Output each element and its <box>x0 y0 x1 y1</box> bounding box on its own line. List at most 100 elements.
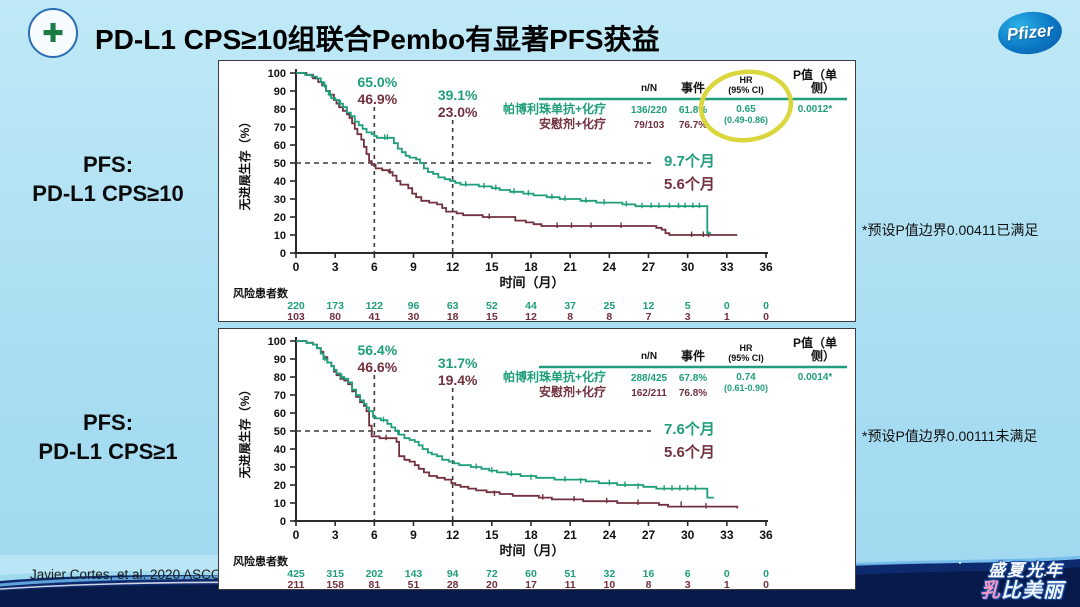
watermark-line2-rest: 比美丽 <box>1001 580 1064 602</box>
stats-hr2: (0.49-0.86) <box>724 115 768 125</box>
left-label-cps1: PFS: PD-L1 CPS≥1 <box>8 408 208 466</box>
x-tick-label: 36 <box>759 528 773 542</box>
watermark-line2: 乳比美丽 <box>980 581 1064 601</box>
stats-nN: 162/211 <box>631 388 667 399</box>
watermark-line2-first: 乳 <box>980 580 1001 602</box>
risk-count-green: 96 <box>408 300 420 312</box>
risk-count-red: 41 <box>368 311 380 321</box>
stats-nN: 136/220 <box>631 105 668 116</box>
citation-reference: Javier Cortes, et al. 2020 ASCO Abstr <box>30 567 256 582</box>
risk-count-green: 202 <box>366 568 384 580</box>
x-tick-label: 12 <box>446 260 460 274</box>
x-tick-label: 9 <box>410 260 417 274</box>
risk-count-green: 0 <box>763 568 769 580</box>
landmark6-red: 46.9% <box>357 91 397 107</box>
stats-events: 67.8% <box>679 373 707 384</box>
risk-count-red: 8 <box>567 311 573 321</box>
x-tick-label: 21 <box>563 260 577 274</box>
risk-count-green: 32 <box>603 568 615 580</box>
risk-count-red: 8 <box>606 311 612 321</box>
y-tick-label: 70 <box>274 122 286 134</box>
left-label-cps1-line1: PFS: <box>82 410 134 435</box>
landmark12-red: 19.4% <box>438 372 478 388</box>
x-tick-label: 0 <box>293 260 300 274</box>
stats-header-p2: 侧） <box>811 348 835 363</box>
stats-events: 61.8% <box>679 105 707 116</box>
km-curve-red <box>296 340 739 509</box>
landmark6-green: 56.4% <box>357 342 397 358</box>
x-tick-label: 30 <box>681 528 695 542</box>
risk-count-green: 51 <box>564 568 576 580</box>
stats-nN: 79/103 <box>634 120 665 131</box>
risk-count-green: 0 <box>763 300 769 312</box>
y-tick-label: 0 <box>280 516 286 528</box>
risk-count-red: 17 <box>525 579 537 589</box>
stats-header-p1: P值（单 <box>793 335 837 350</box>
risk-count-red: 18 <box>447 311 459 321</box>
y-tick-label: 0 <box>280 248 286 260</box>
x-tick-label: 6 <box>371 528 378 542</box>
stats-header-hr1: HR <box>740 75 753 85</box>
x-tick-label: 27 <box>642 528 656 542</box>
y-tick-label: 10 <box>274 230 286 242</box>
y-tick-label: 100 <box>268 336 286 348</box>
risk-count-red: 80 <box>329 311 341 321</box>
x-tick-label: 6 <box>371 260 378 274</box>
x-tick-label: 9 <box>410 528 417 542</box>
km-chart-panel-cps1: 0 10 20 30 40 50 60 70 80 90 100 0 3 6 9 12 15 18 21 24 27 30… <box>218 328 856 591</box>
landmark12-green: 31.7% <box>438 355 478 371</box>
y-tick-label: 80 <box>274 104 286 116</box>
x-tick-label: 3 <box>332 260 339 274</box>
hr-highlight-ellipse <box>698 69 794 143</box>
median-red: 5.6个月 <box>664 175 715 193</box>
x-tick-label: 15 <box>485 260 499 274</box>
y-tick-label: 90 <box>274 86 286 98</box>
median-green: 9.7个月 <box>664 152 715 170</box>
risk-count-green: 63 <box>447 300 459 312</box>
stats-events: 76.8% <box>679 388 707 399</box>
risk-count-red: 1 <box>724 579 730 589</box>
y-tick-label: 20 <box>274 212 286 224</box>
stats-header-nN: n/N <box>641 83 657 94</box>
stats-header-p1: P值（单 <box>793 67 837 82</box>
x-tick-label: 36 <box>759 260 773 274</box>
km-chart-panel-cps10: 0 10 20 30 40 50 60 70 80 90 100 0 3 6 9 12 15 18 21 24 27 30… <box>218 60 856 323</box>
x-tick-label: 18 <box>524 260 538 274</box>
risk-count-green: 60 <box>525 568 537 580</box>
median-red: 5.6个月 <box>664 443 715 461</box>
risk-count-red: 81 <box>368 579 380 589</box>
left-label-cps10-line2: PD-L1 CPS≥10 <box>32 181 184 206</box>
pvalue-note-cps10: *预设P值边界0.00411已满足 <box>862 222 1039 238</box>
stats-header-events: 事件 <box>681 80 705 95</box>
stats-hr1: 0.65 <box>736 104 756 115</box>
risk-count-red: 12 <box>525 311 537 321</box>
risk-count-red: 3 <box>685 579 691 589</box>
km-curve-green <box>296 340 714 499</box>
pvalue-note-cps1: *预设P值边界0.00111未满足 <box>862 428 1038 444</box>
y-tick-label: 30 <box>274 194 286 206</box>
x-tick-label: 27 <box>642 260 656 274</box>
y-tick-label: 30 <box>274 462 286 474</box>
x-tick-label: 30 <box>681 260 695 274</box>
risk-count-green: 94 <box>447 568 459 580</box>
x-tick-label: 15 <box>485 528 499 542</box>
y-tick-label: 100 <box>268 68 286 80</box>
stats-header-hr1: HR <box>740 343 753 353</box>
y-tick-label: 40 <box>274 444 286 456</box>
risk-count-red: 30 <box>408 311 420 321</box>
stats-events: 76.7% <box>679 120 707 131</box>
stats-header-events: 事件 <box>681 348 705 363</box>
stats-header-p2: 侧） <box>811 80 835 95</box>
risk-count-red: 20 <box>486 579 498 589</box>
risk-count-red: 7 <box>646 311 652 321</box>
x-tick-label: 24 <box>603 260 617 274</box>
risk-count-green: 6 <box>685 568 691 580</box>
risk-count-red: 51 <box>408 579 420 589</box>
left-label-cps10: PFS: PD-L1 CPS≥10 <box>8 150 208 208</box>
x-tick-label: 3 <box>332 528 339 542</box>
x-tick-label: 24 <box>603 528 617 542</box>
risk-count-green: 16 <box>643 568 655 580</box>
risk-count-red: 10 <box>603 579 615 589</box>
landmark12-green: 39.1% <box>438 87 478 103</box>
